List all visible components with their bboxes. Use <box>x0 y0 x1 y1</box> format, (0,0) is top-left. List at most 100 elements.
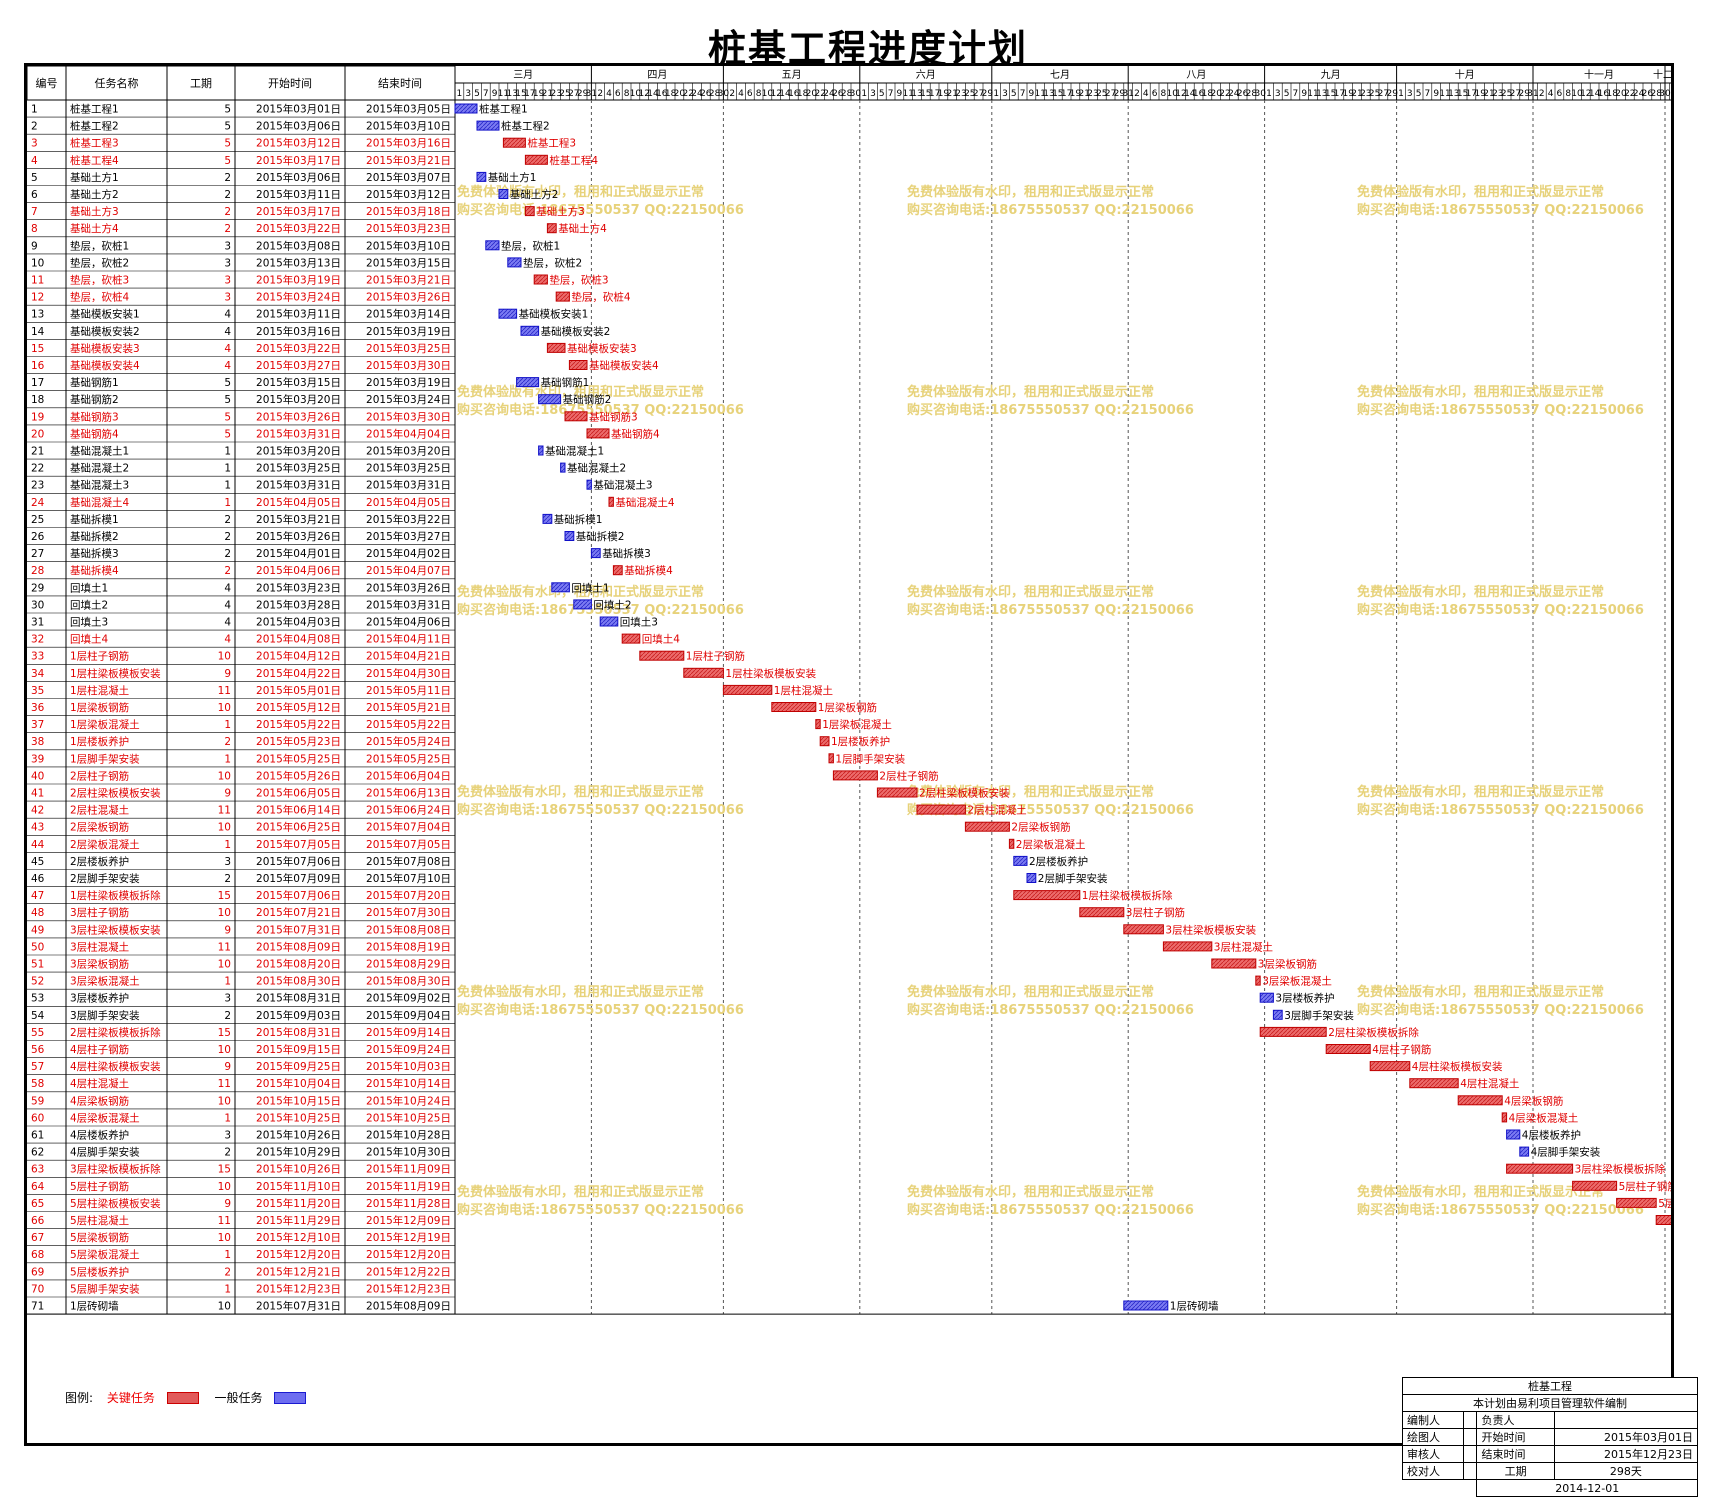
task-name: 基础钢筋1 <box>70 376 119 389</box>
gantt-bar <box>455 104 477 113</box>
task-start: 2015年12月21日 <box>256 1265 341 1278</box>
day-label: 7 <box>483 89 489 99</box>
task-duration: 2 <box>224 172 231 184</box>
task-duration: 11 <box>218 941 231 953</box>
task-id: 41 <box>31 788 44 800</box>
task-end: 2015年04月02日 <box>366 547 451 560</box>
task-id: 45 <box>31 856 44 868</box>
bar-label: 4层柱子钢筋 <box>1372 1043 1431 1056</box>
gantt-bar <box>477 172 486 181</box>
watermark-line-1: 免费体验版有水印，租用和正式版显示正常 <box>457 984 704 1000</box>
task-start: 2015年11月20日 <box>256 1197 341 1210</box>
task-id: 7 <box>31 206 38 218</box>
day-label: 2 <box>597 89 603 99</box>
watermark-line-1: 免费体验版有水印，租用和正式版显示正常 <box>907 984 1154 1000</box>
day-label: 7 <box>1020 89 1026 99</box>
task-end: 2015年04月04日 <box>366 427 451 440</box>
task-name: 3层梁板混凝土 <box>70 975 140 988</box>
task-duration: 1 <box>224 839 231 851</box>
bar-label: 基础拆模1 <box>554 513 603 526</box>
task-end: 2015年08月30日 <box>366 975 451 988</box>
watermark-line-1: 免费体验版有水印，租用和正式版显示正常 <box>457 784 704 800</box>
bar-label: 4层脚手架安装 <box>1531 1146 1601 1159</box>
task-start: 2015年03月25日 <box>256 462 341 475</box>
legend-critical-swatch <box>167 1392 199 1404</box>
day-label: 6 <box>615 89 621 99</box>
bar-label: 回填土3 <box>620 616 658 629</box>
task-id: 33 <box>31 651 44 663</box>
day-label: 1 <box>993 89 999 99</box>
bar-label: 桩基工程2 <box>501 120 550 133</box>
watermark-line-1: 免费体验版有水印，租用和正式版显示正常 <box>457 1184 704 1200</box>
task-name: 回填土1 <box>70 581 108 594</box>
task-end: 2015年03月18日 <box>366 205 451 218</box>
bar-label: 基础混凝土4 <box>615 496 674 509</box>
gantt-bar <box>547 343 565 352</box>
task-start: 2015年04月06日 <box>256 564 341 577</box>
task-duration: 15 <box>218 1027 231 1039</box>
task-start: 2015年03月28日 <box>256 598 341 611</box>
task-id: 44 <box>31 839 45 851</box>
task-name: 4层梁板混凝土 <box>70 1111 140 1124</box>
bar-label: 1层柱混凝土 <box>774 684 833 697</box>
watermark-line-1: 免费体验版有水印，租用和正式版显示正常 <box>1357 184 1604 200</box>
task-duration: 2 <box>224 189 231 201</box>
bar-label: 3层梁板钢筋 <box>1258 958 1317 971</box>
gantt-bar <box>534 275 547 284</box>
watermark-line-2: 购买咨询电话:18675550537 QQ:22150066 <box>907 202 1194 218</box>
task-end: 2015年11月28日 <box>366 1197 451 1210</box>
task-end: 2015年12月09日 <box>366 1214 451 1227</box>
bar-label: 1层柱梁板模板拆除 <box>1082 889 1173 902</box>
task-duration: 11 <box>218 685 231 697</box>
duration-value: 298天 <box>1554 1463 1697 1480</box>
task-name: 垫层，砍桩2 <box>70 256 129 269</box>
task-name: 3层柱梁板模板拆除 <box>70 1163 161 1176</box>
task-name: 3层柱子钢筋 <box>70 906 129 919</box>
task-id: 26 <box>31 531 45 543</box>
gantt-bar <box>521 326 539 335</box>
watermark-line-2: 购买咨询电话:18675550537 QQ:22150066 <box>907 602 1194 618</box>
watermark-line-2: 购买咨询电话:18675550537 QQ:22150066 <box>1357 1002 1644 1018</box>
bar-label: 2层柱梁板模板拆除 <box>1328 1026 1419 1039</box>
gantt-frame: 编号任务名称工期开始时间结束时间三月四月五月六月七月八月九月十月十一月十二月一月… <box>24 63 1674 1446</box>
gantt-bar <box>1410 1079 1458 1088</box>
bar-label: 1层梁板混凝土 <box>822 718 892 731</box>
task-duration: 1 <box>224 497 231 509</box>
task-end: 2015年08月29日 <box>366 958 451 971</box>
task-duration: 10 <box>218 702 231 714</box>
month-label: 四月 <box>647 69 667 81</box>
day-label: 6 <box>747 89 753 99</box>
watermark-line-1: 免费体验版有水印，租用和正式版显示正常 <box>1357 1184 1604 1200</box>
task-start: 2015年08月30日 <box>256 975 341 988</box>
task-id: 10 <box>31 257 44 269</box>
task-id: 65 <box>31 1198 44 1210</box>
task-end: 2015年06月13日 <box>366 787 451 800</box>
bar-label: 桩基工程4 <box>549 154 598 167</box>
task-id: 42 <box>31 805 44 817</box>
task-end: 2015年03月10日 <box>366 239 451 252</box>
task-name: 5层梁板钢筋 <box>70 1231 129 1244</box>
task-duration: 2 <box>224 206 231 218</box>
gantt-bar <box>565 532 574 541</box>
watermark-line-2: 购买咨询电话:18675550537 QQ:22150066 <box>1357 202 1644 218</box>
task-start: 2015年03月11日 <box>256 308 341 321</box>
task-start: 2015年05月22日 <box>256 718 341 731</box>
task-start: 2015年05月25日 <box>256 752 341 765</box>
task-id: 50 <box>31 941 44 953</box>
gantt-bar <box>622 634 640 643</box>
duration-label: 工期 <box>1477 1463 1554 1480</box>
gantt-bar <box>574 600 592 609</box>
task-id: 54 <box>31 1010 45 1022</box>
title-block-note: 本计划由易利项目管理软件编制 <box>1403 1395 1698 1412</box>
day-label: 3 <box>1002 89 1008 99</box>
task-end: 2015年03月27日 <box>366 530 451 543</box>
task-start: 2015年03月23日 <box>256 581 341 594</box>
task-name: 基础土方1 <box>70 171 119 184</box>
gantt-bar <box>556 292 569 301</box>
task-name: 回填土3 <box>70 616 108 629</box>
task-id: 58 <box>31 1078 44 1090</box>
bar-label: 2层柱梁板模板安装 <box>919 787 1010 800</box>
task-start: 2015年04月08日 <box>256 633 341 646</box>
task-end: 2015年07月08日 <box>366 855 451 868</box>
bar-label: 5层柱子钢筋 <box>1619 1180 1671 1193</box>
